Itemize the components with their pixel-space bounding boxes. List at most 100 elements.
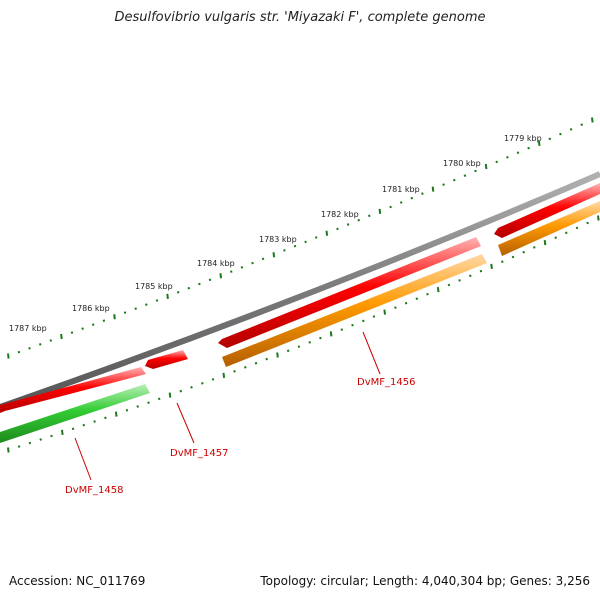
major-tick bbox=[272, 252, 276, 258]
genome-summary: Topology: circular; Length: 4,040,304 bp… bbox=[260, 574, 590, 588]
minor-tick bbox=[49, 339, 53, 342]
minor-tick bbox=[565, 231, 568, 235]
major-tick bbox=[60, 333, 63, 340]
major-tick bbox=[114, 411, 118, 417]
minor-tick bbox=[286, 349, 290, 353]
inner-tick-ring bbox=[7, 215, 600, 453]
minor-tick bbox=[426, 292, 429, 296]
minor-tick bbox=[548, 137, 552, 141]
map-title: Desulfovibrio vulgaris str. 'Miyazaki F'… bbox=[114, 10, 486, 25]
minor-tick bbox=[533, 246, 536, 249]
minor-tick bbox=[125, 409, 129, 412]
gene-arrow-reverse bbox=[498, 201, 600, 256]
minor-tick bbox=[586, 221, 589, 225]
scale-label: 1783 kbp bbox=[259, 235, 297, 244]
minor-tick bbox=[251, 261, 254, 265]
minor-tick bbox=[39, 438, 42, 441]
scale-label: 1784 kbp bbox=[197, 259, 235, 268]
minor-tick bbox=[314, 236, 318, 239]
gene-arrow-reverse bbox=[222, 254, 487, 367]
minor-tick bbox=[463, 174, 467, 177]
scale-label: 1786 kbp bbox=[72, 304, 110, 313]
minor-tick bbox=[104, 416, 107, 420]
major-tick bbox=[543, 239, 547, 246]
minor-tick bbox=[136, 405, 139, 408]
minor-tick bbox=[421, 192, 424, 195]
gene-arrow-forward bbox=[494, 183, 600, 238]
minor-tick bbox=[453, 178, 456, 182]
major-tick bbox=[222, 372, 226, 379]
minor-tick bbox=[71, 427, 75, 431]
minor-tick bbox=[190, 386, 193, 389]
major-tick bbox=[591, 117, 594, 123]
gene-leader-line bbox=[176, 402, 195, 444]
major-tick bbox=[276, 352, 279, 358]
minor-tick bbox=[389, 205, 392, 209]
major-tick bbox=[378, 208, 382, 215]
major-tick bbox=[329, 331, 333, 337]
major-tick bbox=[436, 286, 440, 293]
minor-tick bbox=[569, 128, 573, 131]
gene-leader-line bbox=[362, 331, 381, 375]
outer-tick-ring bbox=[7, 117, 594, 359]
minor-tick bbox=[93, 420, 96, 423]
minor-tick bbox=[368, 214, 371, 218]
scale-label: 1785 kbp bbox=[135, 282, 173, 291]
scale-label: 1779 kbp bbox=[504, 134, 542, 143]
major-tick bbox=[537, 140, 541, 147]
scale-label: 1782 kbp bbox=[321, 210, 359, 219]
scale-label: 1780 kbp bbox=[443, 159, 481, 168]
minor-tick bbox=[495, 160, 498, 164]
minor-tick bbox=[357, 218, 360, 222]
scale-label: 1781 kbp bbox=[382, 185, 420, 194]
minor-tick bbox=[336, 227, 339, 231]
major-tick bbox=[383, 309, 386, 315]
minor-tick bbox=[415, 297, 419, 300]
minor-tick bbox=[394, 306, 397, 309]
minor-tick bbox=[70, 331, 74, 334]
minor-tick bbox=[575, 226, 579, 230]
minor-tick bbox=[261, 257, 265, 261]
minor-tick bbox=[580, 123, 583, 126]
gene-arrow-forward bbox=[218, 237, 481, 348]
minor-tick bbox=[265, 357, 268, 361]
gene-label-dvmf-1456: DvMF_1456 bbox=[357, 377, 415, 388]
minor-tick bbox=[522, 250, 525, 254]
accession-label: Accession: NC_011769 bbox=[9, 574, 146, 588]
minor-tick bbox=[91, 323, 95, 326]
minor-tick bbox=[458, 279, 461, 282]
major-tick bbox=[597, 215, 600, 221]
minor-tick bbox=[297, 345, 301, 348]
minor-tick bbox=[208, 278, 212, 282]
minor-tick bbox=[82, 423, 86, 427]
minor-tick bbox=[233, 370, 236, 373]
minor-tick bbox=[308, 341, 311, 344]
minor-tick bbox=[102, 319, 106, 322]
minor-tick bbox=[527, 146, 530, 150]
minor-tick bbox=[17, 350, 21, 354]
minor-tick bbox=[28, 441, 32, 445]
minor-tick bbox=[283, 249, 286, 252]
minor-tick bbox=[81, 327, 84, 330]
gene-label-dvmf-1457: DvMF_1457 bbox=[170, 448, 228, 459]
minor-tick bbox=[147, 401, 150, 404]
minor-tick bbox=[304, 240, 307, 244]
minor-tick bbox=[38, 343, 42, 346]
major-tick bbox=[7, 447, 10, 453]
minor-tick bbox=[179, 389, 183, 393]
major-tick bbox=[219, 273, 222, 279]
gene-arrow-forward bbox=[145, 350, 188, 369]
minor-tick bbox=[198, 282, 201, 286]
minor-tick bbox=[157, 397, 161, 401]
gene-leader-line bbox=[74, 437, 92, 481]
minor-tick bbox=[28, 347, 31, 350]
minor-tick bbox=[340, 328, 344, 331]
minor-tick bbox=[254, 361, 258, 365]
scale-label: 1787 kbp bbox=[9, 324, 47, 333]
minor-tick bbox=[17, 445, 21, 448]
gene-arrow-reverse bbox=[0, 384, 150, 443]
minor-tick bbox=[123, 311, 127, 314]
minor-tick bbox=[50, 434, 53, 438]
minor-tick bbox=[516, 151, 520, 154]
